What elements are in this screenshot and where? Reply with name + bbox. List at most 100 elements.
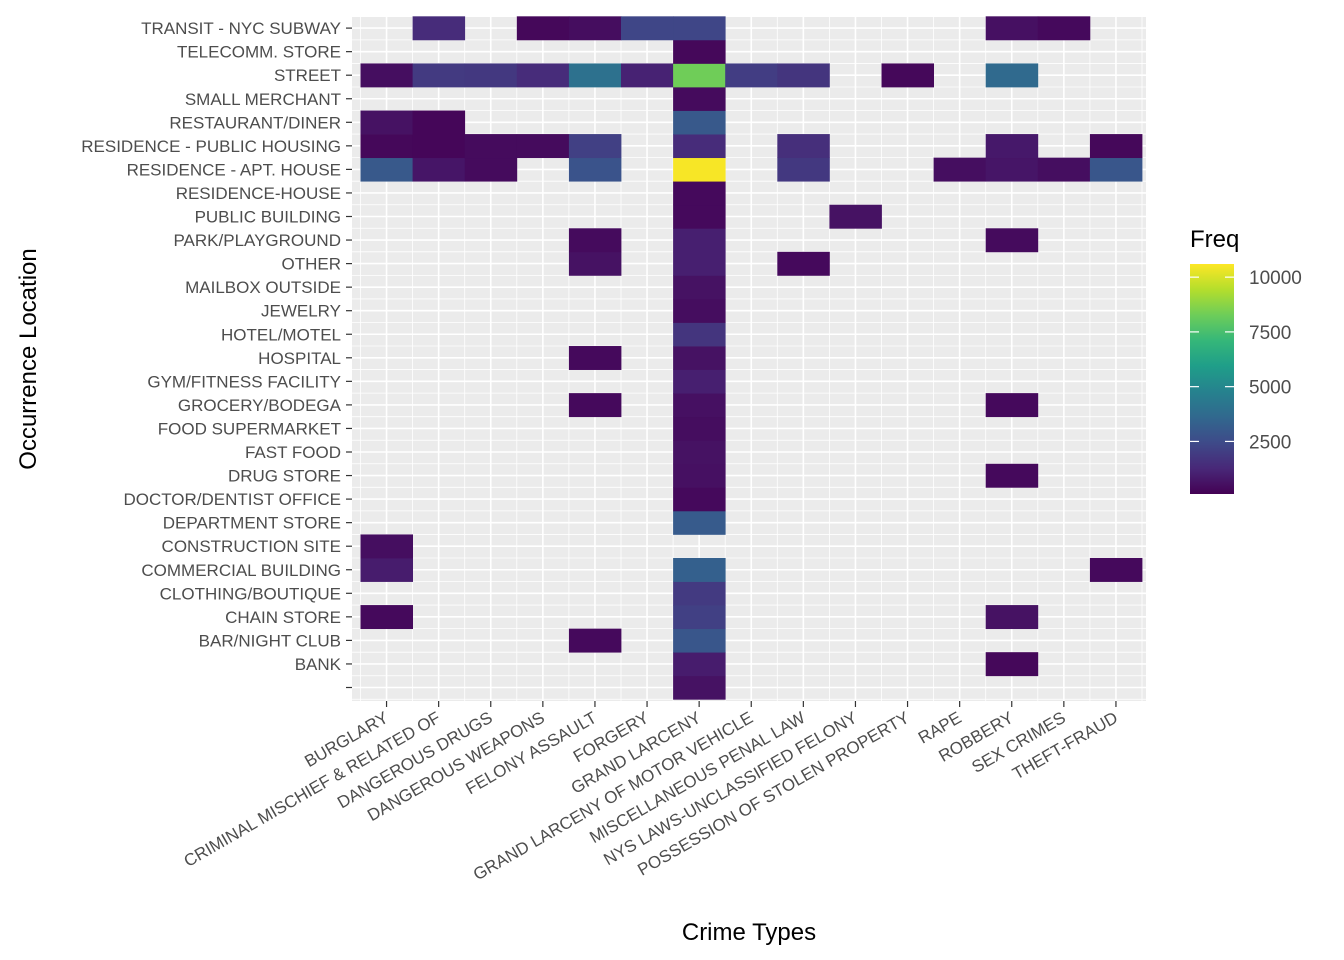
heatmap-cell <box>777 134 830 159</box>
y-tick-label: FAST FOOD <box>245 443 341 462</box>
heatmap-cell <box>985 393 1039 418</box>
heatmap-cell <box>673 346 726 370</box>
heatmap-cell <box>360 557 413 582</box>
y-tick-label: HOTEL/MOTEL <box>221 325 341 344</box>
legend: Freq 2500 5000 7500 10000 <box>1190 226 1302 494</box>
y-tick-label: CLOTHING/BOUTIQUE <box>160 584 341 603</box>
y-tick-label: HOSPITAL <box>258 349 341 368</box>
heatmap-cell <box>568 134 622 159</box>
legend-title: Freq <box>1190 226 1239 253</box>
heatmap-cell <box>725 63 778 88</box>
heatmap-cell <box>829 204 882 229</box>
heatmap-cell <box>673 393 726 418</box>
heatmap-cell <box>673 16 726 41</box>
y-tick-label: RESIDENCE - PUBLIC HOUSING <box>81 137 341 156</box>
y-tick-label: OTHER <box>282 255 342 274</box>
heatmap-cell <box>516 63 570 88</box>
legend-label: 2500 <box>1249 432 1291 453</box>
heatmap-cell <box>568 228 622 253</box>
heatmap-cell <box>621 16 674 41</box>
heatmap-cell <box>464 157 518 182</box>
heatmap-cell <box>673 251 726 276</box>
heatmap-cell <box>568 393 622 418</box>
heatmap-cell <box>673 487 726 512</box>
y-tick-label: COMMERCIAL BUILDING <box>141 561 341 580</box>
heatmap-cell <box>568 16 622 41</box>
heatmap-cell <box>412 134 466 159</box>
heatmap-cell <box>777 63 830 88</box>
heatmap-cell <box>985 157 1039 182</box>
y-tick-label: FOOD SUPERMARKET <box>158 419 341 438</box>
heatmap-cell <box>412 63 466 88</box>
heatmap-cell <box>985 605 1039 630</box>
heatmap-cell <box>673 298 726 323</box>
legend-label: 10000 <box>1249 268 1302 289</box>
heatmap-cell <box>1037 16 1091 41</box>
y-tick-label: TRANSIT - NYC SUBWAY <box>141 19 341 38</box>
heatmap-cell <box>360 110 413 135</box>
y-tick-label: GROCERY/BODEGA <box>178 396 342 415</box>
heatmap-cell <box>673 416 726 441</box>
y-tick-label: JEWELRY <box>261 302 341 321</box>
heatmap-cell <box>673 628 726 653</box>
heatmap-cell <box>985 228 1039 253</box>
heatmap-cell <box>360 157 413 182</box>
heatmap-cell <box>1089 134 1143 159</box>
y-tick-label: DOCTOR/DENTIST OFFICE <box>123 490 341 509</box>
y-tick-label: MAILBOX OUTSIDE <box>185 278 341 297</box>
heatmap-cell <box>673 228 726 253</box>
heatmap-cell <box>673 463 726 488</box>
y-tick-label: RESTAURANT/DINER <box>169 113 341 132</box>
heatmap-cell <box>360 134 413 159</box>
heatmap-cell <box>673 675 726 700</box>
heatmap-cell <box>464 134 518 159</box>
heatmap-cell <box>985 16 1039 41</box>
y-tick-label: PUBLIC BUILDING <box>195 208 341 227</box>
heatmap-cell <box>568 157 622 182</box>
heatmap-cell <box>673 39 726 64</box>
heatmap-cell <box>516 16 570 41</box>
heatmap-cell <box>464 63 518 88</box>
heatmap-cell <box>673 322 726 347</box>
heatmap-cell <box>673 275 726 300</box>
heatmap-cell <box>673 204 726 229</box>
heatmap-cell <box>360 63 413 88</box>
heatmap-cell <box>412 110 466 135</box>
heatmap-cell <box>360 534 413 559</box>
heatmap-cell <box>673 369 726 394</box>
legend-colorbar <box>1190 264 1234 494</box>
y-tick-label: CHAIN STORE <box>225 608 341 627</box>
heatmap-cell <box>568 346 622 370</box>
y-tick-label: BAR/NIGHT CLUB <box>199 631 341 650</box>
y-tick-label: PARK/PLAYGROUND <box>173 231 341 250</box>
heatmap-cell <box>412 16 466 41</box>
x-axis-title: Crime Types <box>682 919 816 946</box>
y-tick-label: CONSTRUCTION SITE <box>162 537 341 556</box>
heatmap-cell <box>673 157 726 182</box>
heatmap-cell <box>673 440 726 465</box>
y-tick-label: BANK <box>295 655 342 674</box>
heatmap-cells <box>360 16 1143 700</box>
y-tick-label: DEPARTMENT STORE <box>163 514 341 533</box>
heatmap-cell <box>673 63 726 88</box>
legend-ticks: 2500 5000 7500 10000 <box>1190 268 1302 453</box>
heatmap-cell <box>568 63 622 88</box>
y-tick-label: RESIDENCE-HOUSE <box>176 184 341 203</box>
heatmap-cell <box>673 134 726 159</box>
heatmap-cell <box>933 157 987 182</box>
heatmap-cell <box>985 63 1039 88</box>
y-tick-label: STREET <box>274 66 341 85</box>
heatmap-cell <box>673 581 726 606</box>
plot-panel <box>352 17 1146 701</box>
y-tick-label: RESIDENCE - APT. HOUSE <box>127 160 341 179</box>
y-tick-label: DRUG STORE <box>228 467 341 486</box>
heatmap-cell <box>673 605 726 630</box>
y-axis: BANK BAR/NIGHT CLUB CHAIN STORE CLOTHING/BO… <box>81 19 352 689</box>
heatmap-cell <box>621 63 674 88</box>
heatmap-cell <box>360 605 413 630</box>
heatmap-cell <box>673 510 726 535</box>
heatmap-cell <box>412 157 466 182</box>
y-tick-label: GYM/FITNESS FACILITY <box>147 372 341 391</box>
